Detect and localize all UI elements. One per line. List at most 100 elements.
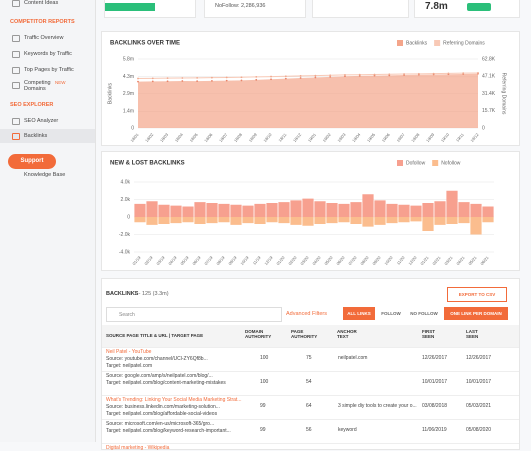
bar <box>266 203 278 217</box>
point <box>432 72 435 75</box>
link-title[interactable]: Neil Patel - YouTube <box>106 349 152 355</box>
bar <box>218 203 230 217</box>
x-tick-label: 18/09 <box>248 132 259 143</box>
point <box>270 78 272 81</box>
bar <box>458 217 470 224</box>
nav-item[interactable]: Traffic Overview <box>24 35 64 41</box>
point <box>137 77 139 80</box>
chart-card: BACKLINKS OVER TIME Backlinks Referring Do… <box>101 31 520 146</box>
search-box[interactable]: Search <box>106 307 282 322</box>
y2-tick-label: 0 <box>482 125 485 131</box>
column-header: FIRST SEEN <box>422 329 435 339</box>
tab[interactable]: FOLLOW <box>381 311 401 316</box>
point <box>329 75 332 78</box>
point <box>151 80 154 83</box>
point <box>255 76 258 78</box>
x-tick-label: 19/02 <box>321 132 332 143</box>
bar <box>242 217 254 224</box>
nav-item[interactable]: Keywords by Traffic <box>24 51 72 57</box>
bar <box>386 203 398 217</box>
bar <box>170 205 182 217</box>
x-tick-label: 08/19 <box>215 255 226 266</box>
section-title: COMPETITOR REPORTS <box>10 19 75 25</box>
link-title[interactable]: Digital marketing - Wikipedia <box>106 445 170 451</box>
bar <box>170 217 182 224</box>
filters[interactable]: Advanced Filters <box>286 311 327 317</box>
bar <box>434 217 446 225</box>
bar <box>350 202 362 217</box>
point <box>225 79 228 82</box>
tab[interactable]: ONE LINK PER DOMAIN <box>444 307 508 320</box>
point <box>284 77 287 80</box>
x-tick-label: 19/07 <box>395 132 406 143</box>
x-tick-label: 18/10 <box>262 132 273 143</box>
legend-label: Referring Domains <box>443 40 485 46</box>
bar <box>194 202 206 217</box>
bar <box>458 202 470 217</box>
point <box>211 79 213 82</box>
nav-item[interactable]: SEO Analyzer <box>24 118 59 124</box>
point <box>314 74 317 77</box>
x-tick-label: 05/21 <box>467 255 478 266</box>
legend-label: Dofollow <box>406 160 426 166</box>
x-tick-label: 18/05 <box>188 132 199 143</box>
point <box>447 72 450 75</box>
support-button[interactable]: Support <box>8 154 56 169</box>
bar <box>338 203 350 217</box>
bar <box>446 190 458 217</box>
x-tick-label: 04/21 <box>455 255 466 266</box>
point <box>166 77 169 80</box>
nav-item[interactable]: Top Pages by Traffic <box>24 67 74 73</box>
table-card: BACKLINKS 1 - 125 (3.3m) EXPORT TO CSV S… <box>101 278 520 451</box>
first-seen: 11/06/2019 <box>422 427 447 433</box>
x-tick-label: 10/19 <box>239 255 250 266</box>
first-seen: 10/01/2017 <box>422 379 448 385</box>
last-seen: 05/08/2020 <box>466 427 492 433</box>
column-header: ANCHOR TEXT <box>337 329 357 339</box>
x-tick-label: 18/08 <box>233 132 244 143</box>
row-divider <box>102 419 519 420</box>
bar <box>326 217 338 224</box>
link-title[interactable]: What's Trending: Linking Your Social Med… <box>106 397 242 403</box>
bar <box>158 217 170 224</box>
last-seen: 05/03/2021 <box>466 403 492 409</box>
bar <box>194 217 206 224</box>
badge <box>467 3 491 11</box>
y-tick-label: 0 <box>131 125 134 131</box>
point <box>388 73 391 76</box>
source-url: Source: microsoft.com/en-us/microsoft-36… <box>106 421 215 427</box>
icon <box>12 35 20 42</box>
point <box>166 80 169 83</box>
chart: NEW & LOST BACKLINKS Dofollow Nofollow -4.0… <box>110 160 494 266</box>
last-seen: 12/26/2017 <box>466 355 492 361</box>
x-tick-label: 01/19 <box>131 255 142 266</box>
point <box>344 75 346 78</box>
tab[interactable]: NO FOLLOW <box>410 311 438 316</box>
bar <box>206 217 218 224</box>
nav-item[interactable]: Knowledge Base <box>24 172 66 178</box>
x-tick-label: 03/20 <box>299 255 310 266</box>
last-seen: 10/01/2017 <box>466 379 492 385</box>
summary-card <box>104 0 196 18</box>
x-tick-label: 05/19 <box>179 255 190 266</box>
nav-item[interactable]: Content Ideas <box>24 0 59 6</box>
bar <box>302 217 314 226</box>
area <box>138 73 478 128</box>
anchor-text: neilpatel.com <box>338 355 368 361</box>
row-divider <box>102 395 519 396</box>
x-tick-label: 18/11 <box>277 132 288 143</box>
source-url: Source: google.com/amp/s/neilpatel.com/b… <box>106 373 213 379</box>
export-button[interactable]: EXPORT TO CSV <box>447 287 507 302</box>
nav-item[interactable]: Backlinks <box>24 133 48 139</box>
bar <box>398 204 410 217</box>
bar <box>314 217 326 224</box>
chart: BACKLINKS OVER TIME Backlinks Referring Do… <box>107 40 507 143</box>
y-tick-label: 5.8m <box>123 56 134 62</box>
point <box>462 72 465 75</box>
icon <box>12 67 20 74</box>
row-divider <box>102 371 519 372</box>
tab[interactable]: ALL LINKS <box>343 307 375 320</box>
nav-item[interactable]: Competing Domains <box>24 80 51 92</box>
bar <box>158 204 170 217</box>
bar <box>362 217 374 227</box>
